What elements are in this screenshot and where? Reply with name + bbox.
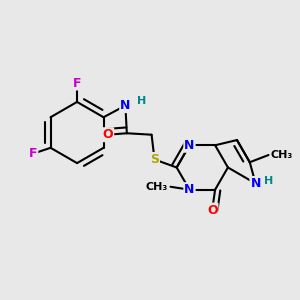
Text: O: O — [103, 128, 113, 141]
Text: N: N — [184, 139, 195, 152]
Text: N: N — [250, 177, 261, 190]
Text: O: O — [207, 204, 217, 217]
Text: CH₃: CH₃ — [270, 150, 292, 160]
Text: H: H — [137, 96, 146, 106]
Text: N: N — [184, 183, 195, 196]
Text: F: F — [73, 76, 81, 89]
Text: CH₃: CH₃ — [146, 182, 168, 192]
Text: H: H — [264, 176, 273, 186]
Text: F: F — [29, 147, 37, 160]
Text: S: S — [150, 153, 159, 166]
Text: N: N — [120, 99, 130, 112]
